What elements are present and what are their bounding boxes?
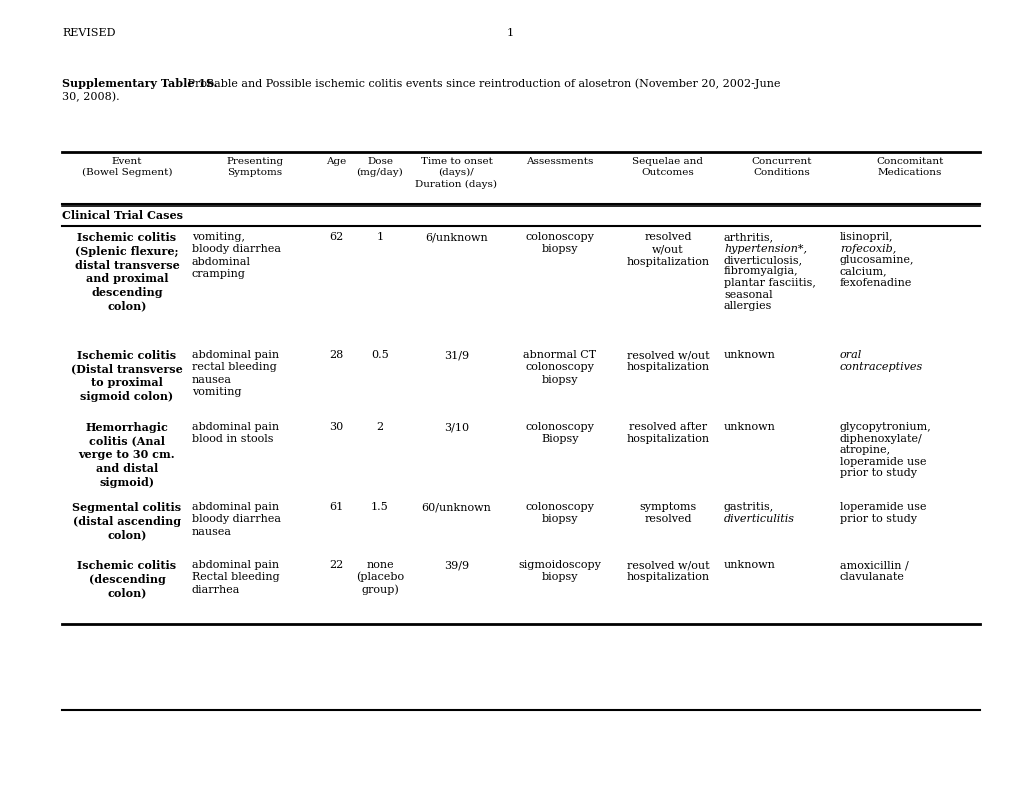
Text: plantar fasciitis,: plantar fasciitis,: [723, 278, 815, 288]
Text: colonoscopy
biopsy: colonoscopy biopsy: [525, 232, 594, 255]
Text: rofecoxib,: rofecoxib,: [840, 243, 896, 254]
Text: unknown: unknown: [723, 422, 775, 432]
Text: Probable and Possible ischemic colitis events since reintroduction of alosetron : Probable and Possible ischemic colitis e…: [183, 78, 780, 88]
Text: Ischemic colitis
(descending
colon): Ischemic colitis (descending colon): [77, 560, 176, 598]
Text: abnormal CT
colonoscopy
biopsy: abnormal CT colonoscopy biopsy: [523, 350, 596, 385]
Text: atropine,: atropine,: [840, 445, 891, 455]
Text: 30, 2008).: 30, 2008).: [62, 92, 119, 102]
Text: resolved w/out
hospitalization: resolved w/out hospitalization: [626, 350, 709, 373]
Text: loperamide use: loperamide use: [840, 456, 925, 466]
Text: glycopytronium,: glycopytronium,: [840, 422, 930, 432]
Text: 39/9: 39/9: [443, 560, 469, 570]
Text: 22: 22: [329, 560, 343, 570]
Text: Assessments: Assessments: [526, 157, 593, 166]
Text: calcium,: calcium,: [840, 266, 887, 277]
Text: 2: 2: [376, 422, 383, 432]
Text: sigmoidoscopy
biopsy: sigmoidoscopy biopsy: [518, 560, 601, 582]
Text: 30: 30: [329, 422, 343, 432]
Text: Ischemic colitis
(Distal transverse
to proximal
sigmoid colon): Ischemic colitis (Distal transverse to p…: [71, 350, 182, 402]
Text: Clinical Trial Cases: Clinical Trial Cases: [62, 210, 182, 221]
Text: abdominal pain
Rectal bleeding
diarrhea: abdominal pain Rectal bleeding diarrhea: [192, 560, 279, 595]
Text: fexofenadine: fexofenadine: [840, 278, 911, 288]
Text: diverticulitis: diverticulitis: [723, 514, 794, 523]
Text: Dose
(mg/day): Dose (mg/day): [357, 157, 403, 177]
Text: gastritis,: gastritis,: [723, 502, 773, 512]
Text: arthritis,: arthritis,: [723, 232, 773, 242]
Text: resolved after
hospitalization: resolved after hospitalization: [626, 422, 709, 444]
Text: Age: Age: [326, 157, 346, 166]
Text: abdominal pain
blood in stools: abdominal pain blood in stools: [192, 422, 279, 444]
Text: Presenting
Symptoms: Presenting Symptoms: [226, 157, 283, 177]
Text: fibromyalgia,: fibromyalgia,: [723, 266, 798, 277]
Text: Event
(Bowel Segment): Event (Bowel Segment): [82, 157, 172, 177]
Text: hypertension*,: hypertension*,: [723, 243, 806, 254]
Text: resolved w/out
hospitalization: resolved w/out hospitalization: [626, 560, 709, 582]
Text: Ischemic colitis
(Splenic flexure;
distal transverse
and proximal
descending
col: Ischemic colitis (Splenic flexure; dista…: [74, 232, 179, 311]
Text: allergies: allergies: [723, 301, 771, 311]
Text: Supplementary Table 1S.: Supplementary Table 1S.: [62, 78, 217, 89]
Text: amoxicillin /: amoxicillin /: [840, 560, 908, 570]
Text: abdominal pain
bloody diarrhea
nausea: abdominal pain bloody diarrhea nausea: [192, 502, 280, 537]
Text: prior to study: prior to study: [840, 514, 916, 523]
Text: 1: 1: [376, 232, 383, 242]
Text: oral: oral: [840, 350, 861, 360]
Text: unknown: unknown: [723, 350, 775, 360]
Text: Hemorrhagic
colitis (Anal
verge to 30 cm.
and distal
sigmoid): Hemorrhagic colitis (Anal verge to 30 cm…: [78, 422, 175, 488]
Text: unknown: unknown: [723, 560, 775, 570]
Text: abdominal pain
rectal bleeding
nausea
vomiting: abdominal pain rectal bleeding nausea vo…: [192, 350, 279, 397]
Text: loperamide use: loperamide use: [840, 502, 925, 512]
Text: symptoms
resolved: symptoms resolved: [639, 502, 696, 524]
Text: 0.5: 0.5: [371, 350, 388, 360]
Text: seasonal: seasonal: [723, 289, 771, 299]
Text: contraceptives: contraceptives: [840, 362, 922, 371]
Text: Sequelae and
Outcomes: Sequelae and Outcomes: [632, 157, 703, 177]
Text: 1: 1: [506, 28, 513, 38]
Text: Concomitant
Medications: Concomitant Medications: [875, 157, 943, 177]
Text: colonoscopy
Biopsy: colonoscopy Biopsy: [525, 422, 594, 444]
Text: lisinopril,: lisinopril,: [840, 232, 893, 242]
Text: glucosamine,: glucosamine,: [840, 255, 914, 265]
Text: 62: 62: [329, 232, 343, 242]
Text: resolved
w/out
hospitalization: resolved w/out hospitalization: [626, 232, 709, 267]
Text: Concurrent
Conditions: Concurrent Conditions: [751, 157, 811, 177]
Text: prior to study: prior to study: [840, 468, 916, 478]
Text: 6/unknown: 6/unknown: [425, 232, 487, 242]
Text: 60/unknown: 60/unknown: [421, 502, 491, 512]
Text: REVISED: REVISED: [62, 28, 115, 38]
Text: none
(placebo
group): none (placebo group): [356, 560, 404, 595]
Text: diverticulosis,: diverticulosis,: [723, 255, 802, 265]
Text: diphenoxylate/: diphenoxylate/: [840, 433, 922, 444]
Text: colonoscopy
biopsy: colonoscopy biopsy: [525, 502, 594, 524]
Text: Segmental colitis
(distal ascending
colon): Segmental colitis (distal ascending colo…: [72, 502, 181, 541]
Text: 61: 61: [329, 502, 343, 512]
Text: 1.5: 1.5: [371, 502, 388, 512]
Text: Time to onset
(days)/
Duration (days): Time to onset (days)/ Duration (days): [415, 157, 497, 188]
Text: clavulanate: clavulanate: [840, 571, 904, 582]
Text: 28: 28: [329, 350, 343, 360]
Text: 3/10: 3/10: [443, 422, 469, 432]
Text: 31/9: 31/9: [443, 350, 469, 360]
Text: vomiting,
bloody diarrhea
abdominal
cramping: vomiting, bloody diarrhea abdominal cram…: [192, 232, 280, 279]
